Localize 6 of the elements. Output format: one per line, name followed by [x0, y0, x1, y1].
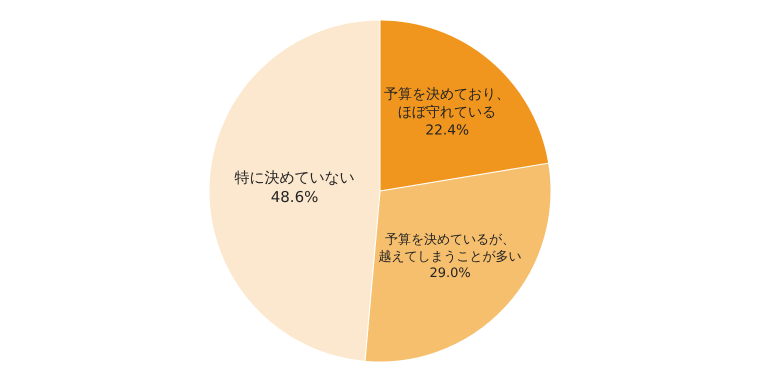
slice-label: 予算を決めているが、越えてしまうことが多い: [378, 232, 522, 264]
slice-label: 予算を決めており、ほぼ守れている: [384, 86, 510, 120]
data-label: 48.6%: [270, 188, 318, 206]
slice-label: 特に決めていない: [234, 168, 355, 186]
data-label: 22.4%: [425, 122, 470, 138]
data-label: 29.0%: [429, 266, 471, 282]
